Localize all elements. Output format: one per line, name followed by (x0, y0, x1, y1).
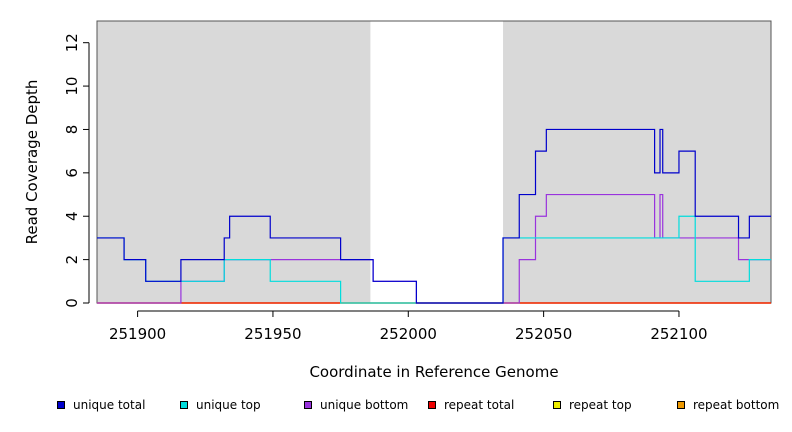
shaded-regions (97, 21, 771, 303)
x-tick-label: 251900 (109, 325, 166, 343)
y-tick-label: 10 (63, 77, 81, 96)
x-tick-label: 252050 (515, 325, 572, 343)
x-axis: 251900 251950 252000 252050 252100 (109, 310, 708, 343)
legend-swatch (304, 401, 312, 409)
legend-swatch (180, 401, 188, 409)
legend-item-repeat-top: repeat top (553, 398, 632, 412)
legend-label: repeat top (569, 398, 632, 412)
legend-item-unique-bottom: unique bottom (304, 398, 408, 412)
legend-label: repeat bottom (693, 398, 780, 412)
legend-swatch (57, 401, 65, 409)
legend-swatch (677, 401, 685, 409)
x-tick-label: 252000 (380, 325, 437, 343)
y-tick-label: 12 (63, 33, 81, 52)
legend: unique total unique top unique bottom re… (0, 398, 792, 420)
series-unique-total (97, 128, 771, 304)
y-tick-label: 0 (63, 298, 81, 308)
shaded-region-0 (97, 21, 371, 303)
y-axis: 0 2 4 6 8 10 12 (63, 33, 90, 308)
legend-swatch (428, 401, 436, 409)
legend-label: repeat total (444, 398, 515, 412)
y-tick-label: 4 (63, 211, 81, 221)
shaded-region-1 (503, 21, 771, 303)
legend-item-repeat-bottom: repeat bottom (677, 398, 779, 412)
legend-label: unique bottom (320, 398, 409, 412)
y-axis-label: Read Coverage Depth (23, 80, 41, 245)
x-tick-label: 251950 (244, 325, 301, 343)
y-tick-label: 6 (63, 168, 81, 178)
y-tick-label: 2 (63, 255, 81, 265)
x-tick-label: 252100 (650, 325, 707, 343)
legend-item-repeat-total: repeat total (428, 398, 514, 412)
legend-label: unique top (196, 398, 261, 412)
legend-item-unique-total: unique total (57, 398, 145, 412)
x-axis-label: Coordinate in Reference Genome (309, 363, 558, 381)
legend-item-unique-top: unique top (180, 398, 261, 412)
series-lines (97, 128, 771, 304)
legend-label: unique total (73, 398, 146, 412)
legend-swatch (553, 401, 561, 409)
y-tick-label: 8 (63, 125, 81, 135)
